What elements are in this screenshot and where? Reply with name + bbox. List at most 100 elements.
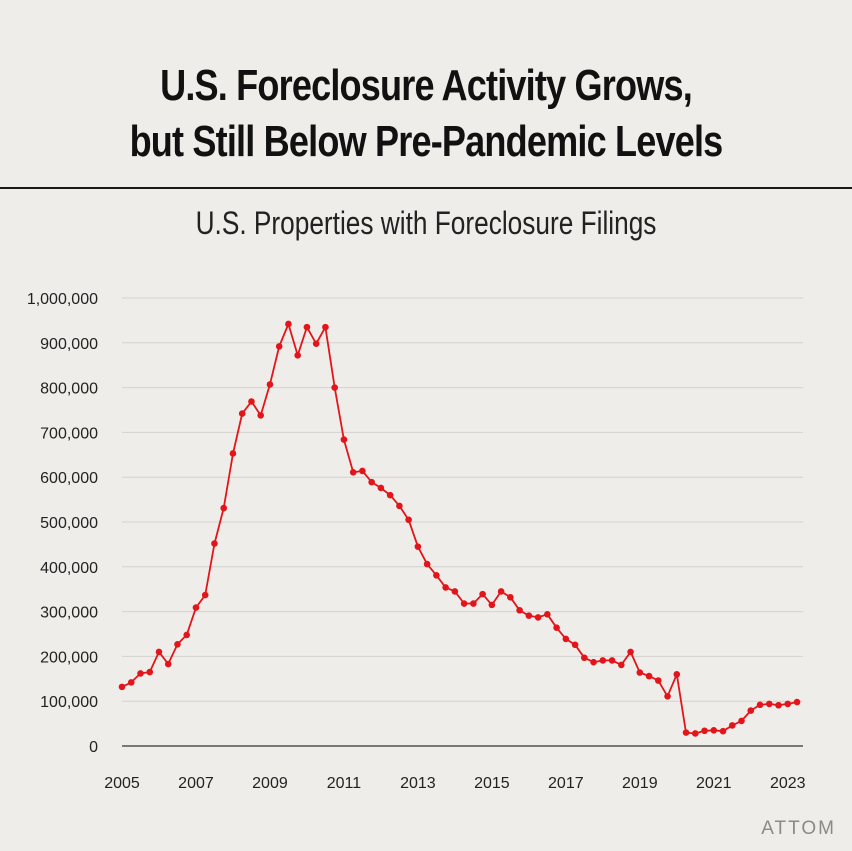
y-tick-label: 500,000: [40, 515, 98, 532]
data-point: [192, 604, 200, 611]
data-point: [488, 601, 496, 609]
data-point: [590, 658, 597, 666]
data-point: [220, 504, 228, 512]
data-point: [636, 669, 644, 676]
data-point: [386, 491, 394, 499]
data-point: [479, 590, 486, 598]
data-point: [368, 478, 375, 486]
data-point: [146, 668, 154, 676]
data-point: [673, 671, 681, 678]
data-point: [238, 410, 246, 417]
data-point: [664, 692, 671, 700]
data-point: [201, 591, 209, 599]
data-point: [470, 600, 477, 607]
data-point: [645, 672, 653, 680]
data-point: [516, 606, 523, 614]
data-point: [377, 484, 385, 492]
y-tick-label: 200,000: [40, 649, 98, 666]
data-point: [534, 614, 542, 621]
x-tick-label: 2007: [178, 775, 214, 792]
data-point: [359, 467, 366, 475]
data-point: [618, 661, 625, 669]
y-tick-label: 400,000: [40, 560, 98, 577]
data-point: [229, 450, 237, 457]
data-point: [507, 593, 514, 601]
data-point: [571, 641, 579, 649]
data-point: [396, 502, 403, 510]
data-point: [451, 588, 459, 595]
data-point: [155, 648, 163, 656]
x-tick-label: 2011: [327, 775, 362, 792]
data-point: [137, 670, 144, 677]
data-point: [562, 635, 570, 643]
data-point: [682, 729, 690, 736]
data-point: [756, 701, 764, 709]
x-axis-ticks: 2005 2007 2009 2011 2013 2015 2017 2019 2021 2023: [104, 775, 805, 792]
data-point: [627, 648, 634, 656]
data-point: [312, 340, 320, 347]
data-point: [691, 730, 699, 737]
x-tick-label: 2023: [770, 775, 806, 792]
data-point: [599, 657, 607, 664]
data-point: [211, 540, 218, 547]
data-point: [127, 679, 135, 686]
y-tick-label: 900,000: [40, 336, 98, 353]
headline-line-2: but Still Below Pre-Pandemic Levels: [129, 117, 724, 166]
x-tick-label: 2009: [252, 775, 288, 792]
x-tick-label: 2017: [548, 775, 584, 792]
x-tick-label: 2019: [622, 775, 658, 792]
data-point: [322, 323, 329, 331]
data-point: [655, 677, 662, 684]
data-point: [118, 683, 126, 691]
data-point: [340, 436, 348, 443]
data-point: [710, 727, 718, 734]
chart-title: U.S. Properties with Foreclosure Filings: [195, 205, 657, 241]
data-point: [183, 631, 191, 639]
data-point: [414, 543, 422, 550]
data-point: [423, 560, 431, 568]
data-point: [164, 660, 172, 668]
data-point: [553, 624, 560, 632]
data-point: [349, 468, 357, 476]
gridlines: [122, 297, 803, 747]
data-point: [433, 572, 440, 579]
headline: U.S. Foreclosure Activity Grows, but Sti…: [0, 58, 852, 170]
data-point: [460, 600, 468, 607]
y-tick-label: 300,000: [40, 605, 98, 622]
headline-line-1: U.S. Foreclosure Activity Grows,: [160, 61, 693, 110]
data-point: [303, 323, 311, 331]
x-tick-label: 2005: [104, 775, 140, 792]
y-tick-label: 800,000: [40, 381, 98, 398]
y-tick-label: 0: [89, 739, 98, 756]
data-point: [775, 701, 782, 709]
series-points: [118, 320, 801, 737]
y-tick-label: 600,000: [40, 470, 98, 487]
data-point: [581, 654, 588, 662]
x-tick-label: 2021: [696, 775, 732, 792]
data-point: [275, 343, 283, 350]
series-line: [121, 323, 798, 735]
data-point: [738, 717, 745, 725]
y-axis-ticks: 0 100,000 200,000 300,000 400,000 500,000 600,…: [27, 291, 98, 756]
data-point: [442, 584, 449, 591]
data-point: [728, 722, 736, 729]
y-tick-label: 100,000: [40, 694, 98, 711]
data-point: [331, 384, 338, 391]
attom-logo-text: ATTOM: [761, 818, 836, 839]
y-tick-label: 1,000,000: [27, 291, 98, 308]
data-point: [266, 381, 274, 388]
data-point: [608, 657, 616, 664]
data-point: [497, 588, 505, 595]
title-divider: [0, 187, 852, 189]
data-point: [174, 641, 181, 648]
x-tick-label: 2013: [400, 775, 436, 792]
data-point: [765, 700, 773, 708]
data-point: [257, 412, 264, 419]
data-point: [544, 610, 551, 618]
y-tick-label: 700,000: [40, 425, 98, 442]
data-point: [747, 707, 755, 714]
data-point: [784, 700, 792, 708]
series-line-layer: [121, 323, 798, 735]
data-point: [405, 516, 412, 524]
